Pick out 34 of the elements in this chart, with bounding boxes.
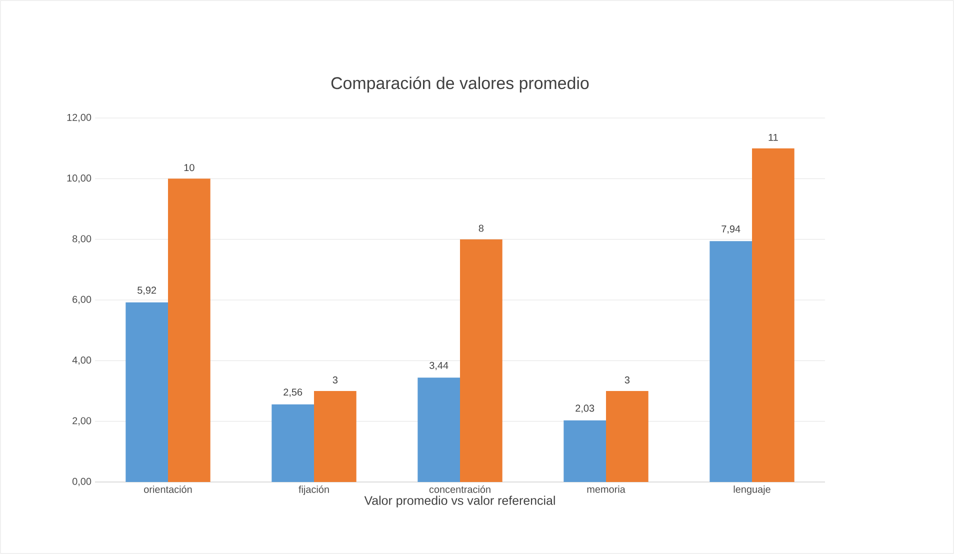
x-tick-label: concentración [429,486,490,493]
y-tick-label: 0,00 [72,478,92,486]
bar [710,241,752,482]
y-tick-label: 8,00 [72,235,92,244]
x-tick-label: lenguaje [734,486,770,495]
y-tick-label: 2,00 [72,417,92,426]
x-tick-label: orientación [144,486,192,493]
x-axis-title: Valor promedio vs valor referencial [364,496,555,508]
data-label: 8 [478,224,484,232]
bar [272,404,314,482]
data-label: 2,56 [284,388,302,397]
bar [126,302,168,482]
data-label: 2,03 [576,404,594,413]
bar [460,239,502,482]
data-label: 3 [624,376,630,384]
x-tick-label: fijación [298,486,329,495]
bar [564,420,606,482]
x-tick-label: memoria [587,486,626,493]
data-label: 3 [332,376,338,384]
y-tick-label: 6,00 [72,296,92,304]
bar [314,390,356,482]
y-tick-label: 4,00 [72,356,92,365]
bar [752,148,794,482]
bar [418,378,460,482]
bar [606,390,648,482]
data-label: 11 [768,134,778,141]
data-label: 5,92 [138,286,156,295]
bar [168,178,210,482]
data-label: 3,44 [430,362,448,370]
y-tick-label: 10,00 [67,174,92,183]
chart-title: Comparación de valores promedio [331,76,589,92]
y-tick-label: 12,00 [67,114,92,122]
data-label: 10 [184,164,194,172]
data-label: 7,94 [722,225,740,234]
